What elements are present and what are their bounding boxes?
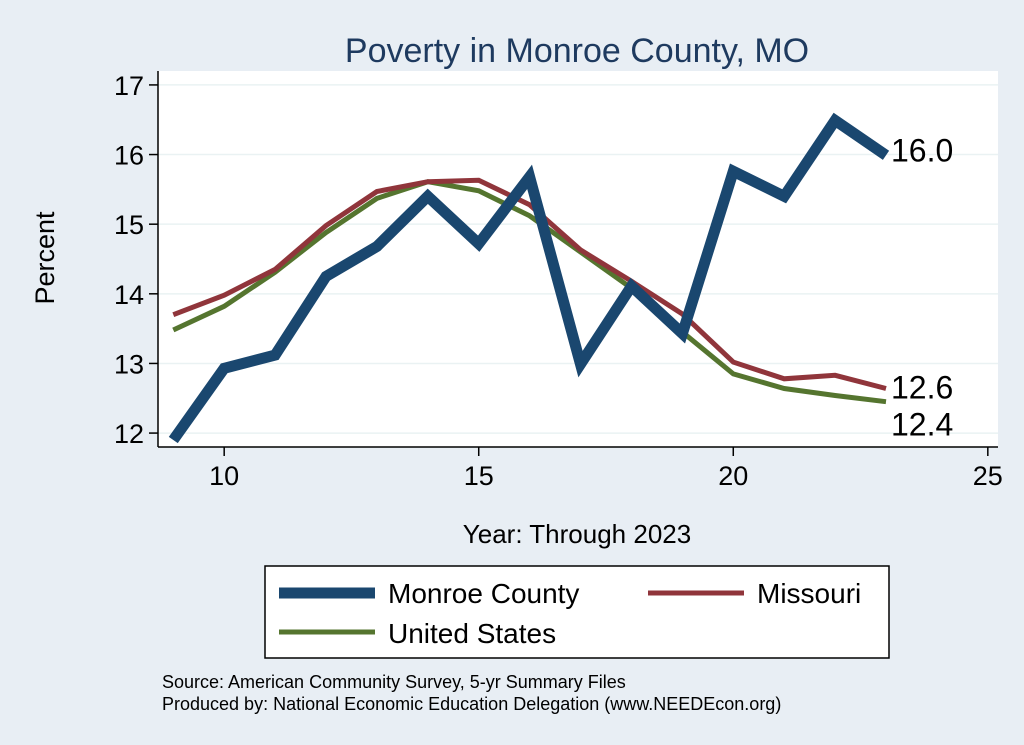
end-labels: 12.412.6 16.0 — [891, 132, 953, 442]
produced-by-note: Produced by: National Economic Education… — [162, 694, 781, 714]
y-axis-label: Percent — [30, 211, 60, 305]
x-tick-label-25: 25 — [973, 461, 1003, 491]
y-tick-label-14: 14 — [114, 280, 144, 310]
series-line-missouri — [172, 177, 887, 391]
y-tick-label-13: 13 — [114, 349, 144, 379]
legend-box — [264, 565, 890, 659]
end-label-united-states: 12.4 — [891, 407, 953, 443]
legend-label-monroe-county: Monroe County — [388, 578, 579, 609]
x-tick-label-20: 20 — [718, 461, 748, 491]
x-axis-label: Year: Through 2023 — [463, 519, 691, 549]
x-tick-label-10: 10 — [209, 461, 239, 491]
series-line-united-states — [172, 179, 887, 405]
chart-title: Poverty in Monroe County, MO — [345, 32, 809, 70]
x-tick-label-15: 15 — [464, 461, 494, 491]
series-line-monroe-county — [168, 112, 890, 444]
series-lines — [168, 112, 890, 444]
end-label-missouri: 12.6 — [891, 370, 953, 406]
legend-label-united-states: United States — [388, 618, 556, 649]
y-tick-label-16: 16 — [114, 141, 144, 171]
end-label-monroe-county: 16.0 — [891, 132, 953, 168]
y-tick-label-12: 12 — [114, 419, 144, 449]
axes: 12 13 14 15 16 17 10 15 20 25 — [114, 71, 1003, 491]
y-tick-label-17: 17 — [114, 71, 144, 101]
legend: Monroe County Missouri United States — [264, 565, 890, 659]
source-note: Source: American Community Survey, 5-yr … — [162, 672, 626, 692]
y-tick-label-15: 15 — [114, 210, 144, 240]
legend-label-missouri: Missouri — [757, 578, 861, 609]
